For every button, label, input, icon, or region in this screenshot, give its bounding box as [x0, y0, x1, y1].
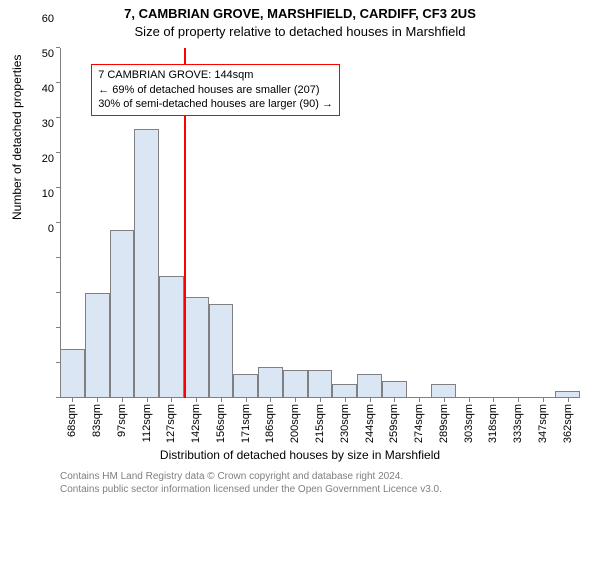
x-tick-label: 127sqm: [165, 404, 177, 443]
y-tick: [56, 47, 60, 48]
histogram-bar: [159, 276, 184, 399]
x-tick: [171, 398, 172, 402]
histogram-bar: [308, 370, 333, 398]
y-tick: [56, 152, 60, 153]
x-tick: [147, 398, 148, 402]
histogram-bar: [382, 381, 407, 399]
x-tick: [543, 398, 544, 402]
y-tick: [56, 117, 60, 118]
chart-title: 7, CAMBRIAN GROVE, MARSHFIELD, CARDIFF, …: [0, 6, 600, 21]
histogram-bar: [431, 384, 456, 398]
x-tick-label: 362sqm: [562, 404, 574, 443]
y-tick: [56, 82, 60, 83]
x-tick: [493, 398, 494, 402]
x-tick: [469, 398, 470, 402]
x-tick-label: 259sqm: [388, 404, 400, 443]
x-tick-label: 156sqm: [215, 404, 227, 443]
x-tick: [246, 398, 247, 402]
x-tick: [419, 398, 420, 402]
x-tick: [568, 398, 569, 402]
annotation-line: ← 69% of detached houses are smaller (20…: [98, 83, 333, 98]
histogram-bar: [209, 304, 234, 399]
x-tick: [270, 398, 271, 402]
annotation-line: 7 CAMBRIAN GROVE: 144sqm: [98, 68, 333, 83]
histogram-bar: [555, 391, 580, 398]
histogram-bar: [283, 370, 308, 398]
annotation-box: 7 CAMBRIAN GROVE: 144sqm← 69% of detache…: [91, 64, 340, 117]
x-tick: [97, 398, 98, 402]
x-tick: [295, 398, 296, 402]
x-tick-label: 303sqm: [463, 404, 475, 443]
x-tick-label: 347sqm: [537, 404, 549, 443]
histogram-bar: [357, 374, 382, 399]
footer-line: Contains HM Land Registry data © Crown c…: [60, 470, 590, 483]
attribution-footer: Contains HM Land Registry data © Crown c…: [60, 470, 590, 496]
x-tick-label: 230sqm: [339, 404, 351, 443]
y-tick: [56, 222, 60, 223]
plot-area: 010203040506070809010068sqm83sqm97sqm112…: [60, 48, 580, 398]
x-tick-label: 333sqm: [512, 404, 524, 443]
histogram-bar: [332, 384, 357, 398]
x-tick: [345, 398, 346, 402]
x-tick: [221, 398, 222, 402]
x-tick: [196, 398, 197, 402]
x-tick: [320, 398, 321, 402]
x-tick-label: 112sqm: [141, 404, 153, 442]
histogram-bar: [184, 297, 209, 399]
histogram-bar: [134, 129, 159, 399]
histogram-bar: [233, 374, 258, 399]
x-tick-label: 171sqm: [240, 404, 252, 443]
x-axis-label: Distribution of detached houses by size …: [0, 448, 600, 462]
x-tick-label: 142sqm: [190, 404, 202, 443]
footer-line: Contains public sector information licen…: [60, 483, 590, 496]
chart-subtitle: Size of property relative to detached ho…: [0, 24, 600, 39]
chart-plot: 010203040506070809010068sqm83sqm97sqm112…: [60, 48, 580, 398]
x-tick-label: 244sqm: [364, 404, 376, 443]
x-tick: [122, 398, 123, 402]
y-tick-label: 100: [36, 0, 54, 223]
x-tick-label: 186sqm: [264, 404, 276, 443]
histogram-bar: [60, 349, 85, 398]
x-tick-label: 200sqm: [289, 404, 301, 443]
x-tick: [370, 398, 371, 402]
x-tick: [72, 398, 73, 402]
histogram-bar: [258, 367, 283, 399]
x-tick-label: 274sqm: [413, 404, 425, 443]
x-tick-label: 68sqm: [66, 404, 78, 437]
y-axis-label: Number of detached properties: [10, 55, 24, 220]
x-tick: [518, 398, 519, 402]
x-tick-label: 215sqm: [314, 404, 326, 443]
x-tick: [394, 398, 395, 402]
x-tick-label: 83sqm: [91, 404, 103, 437]
x-tick-label: 318sqm: [487, 404, 499, 443]
x-tick-label: 289sqm: [438, 404, 450, 443]
x-tick: [444, 398, 445, 402]
y-tick: [56, 292, 60, 293]
x-tick-label: 97sqm: [116, 404, 128, 437]
annotation-line: 30% of semi-detached houses are larger (…: [98, 97, 333, 112]
y-tick: [56, 327, 60, 328]
y-tick: [56, 257, 60, 258]
histogram-bar: [110, 230, 135, 398]
histogram-bar: [85, 293, 110, 398]
y-tick: [56, 187, 60, 188]
